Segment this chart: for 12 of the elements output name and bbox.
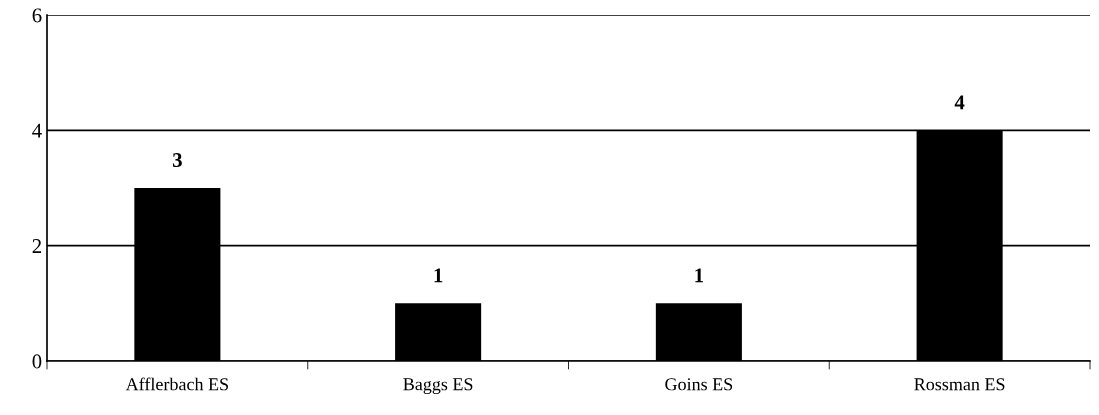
data-label: 1 <box>434 268 443 283</box>
data-label: 3 <box>172 153 182 168</box>
x-tick-label: Rossman ES <box>914 378 1005 391</box>
x-tick-label: Afflerbach ES <box>125 377 228 391</box>
data-label: 1 <box>695 268 704 283</box>
y-tick-label: 0 <box>32 354 42 369</box>
y-tick-label: 2 <box>32 239 41 253</box>
x-tick-label: Goins ES <box>665 378 733 391</box>
x-tick-label: Baggs ES <box>403 378 473 395</box>
y-tick-label: 6 <box>32 8 42 23</box>
data-label: 4 <box>954 95 965 110</box>
y-tick-label: 4 <box>32 123 42 138</box>
